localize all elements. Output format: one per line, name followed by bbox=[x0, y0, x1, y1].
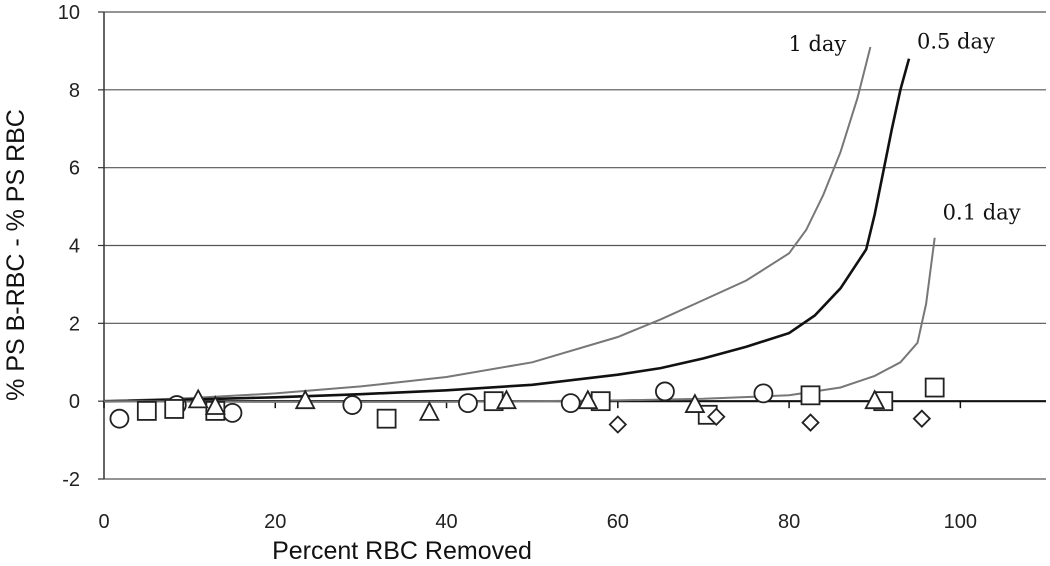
triangle-marker bbox=[577, 389, 599, 410]
diamond-marker bbox=[801, 413, 820, 432]
x-tick-label: 60 bbox=[607, 511, 629, 533]
circle-marker bbox=[342, 395, 363, 415]
triangle-marker bbox=[204, 395, 226, 415]
y-tick-label: 8 bbox=[69, 80, 80, 102]
y-axis-title: % PS B-RBC - % PS RBC bbox=[2, 109, 30, 401]
gridlines bbox=[104, 11, 1046, 480]
curve-1-day bbox=[103, 46, 872, 403]
y-tick-label: 6 bbox=[69, 158, 80, 180]
circle-marker bbox=[655, 381, 675, 402]
y-tick-label: -2 bbox=[62, 469, 80, 491]
model-curves bbox=[103, 46, 936, 403]
triangle-marker bbox=[864, 389, 886, 410]
square-marker bbox=[800, 385, 821, 406]
y-tick-label: 2 bbox=[69, 313, 80, 335]
x-tick-label: 100 bbox=[944, 511, 977, 533]
curve-label: 0.5 day bbox=[917, 30, 995, 54]
x-tick-label: 40 bbox=[435, 511, 457, 533]
y-tick-labels: -2 0 2 4 6 8 10 bbox=[58, 2, 80, 491]
triangle-marker bbox=[684, 393, 706, 413]
curve-label: 1 day bbox=[788, 32, 846, 56]
curve-0-5-day bbox=[103, 58, 911, 403]
triangle-marker bbox=[294, 389, 316, 410]
square-marker bbox=[136, 400, 157, 421]
x-tick-labels: 0 20 40 60 80 100 bbox=[98, 511, 977, 533]
circle-marker bbox=[109, 408, 130, 429]
x-axis-title: Percent RBC Removed bbox=[272, 537, 532, 565]
square-marker bbox=[164, 399, 185, 419]
curve-labels: 1 day 0.5 day 0.1 day bbox=[788, 30, 1020, 225]
triangle-marker bbox=[187, 388, 209, 409]
y-tick-label: 10 bbox=[58, 2, 80, 24]
diamond-marker bbox=[912, 409, 932, 428]
data-markers bbox=[109, 377, 945, 434]
x-tick-label: 0 bbox=[98, 511, 109, 533]
triangle-marker bbox=[418, 400, 440, 421]
curve-label: 0.1 day bbox=[943, 201, 1021, 225]
square-marker bbox=[376, 408, 397, 429]
y-tick-label: 0 bbox=[69, 391, 80, 413]
x-tick-label: 20 bbox=[264, 511, 286, 533]
y-tick-label: 4 bbox=[69, 236, 80, 258]
diamond-marker bbox=[608, 415, 628, 434]
x-tick-label: 80 bbox=[778, 511, 800, 533]
circle-marker bbox=[222, 402, 243, 423]
square-marker bbox=[924, 377, 945, 398]
circle-marker bbox=[560, 393, 581, 414]
circle-marker bbox=[753, 383, 774, 404]
circle-marker bbox=[458, 393, 478, 414]
diamond-marker bbox=[707, 407, 726, 427]
triangle-marker bbox=[495, 389, 517, 410]
